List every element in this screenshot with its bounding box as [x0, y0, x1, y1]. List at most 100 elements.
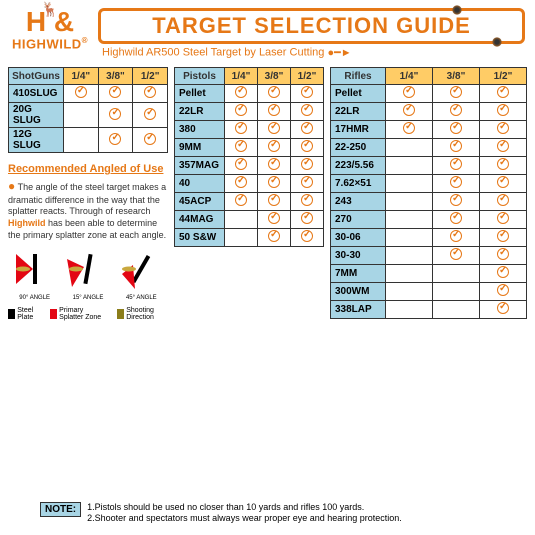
subtitle: Highwild AR500 Steel Target by Laser Cut… [98, 46, 525, 59]
table-cell [64, 85, 99, 103]
check-icon [497, 158, 509, 170]
table-cell [291, 193, 324, 211]
table-row-label: 40 [175, 175, 225, 193]
table-cell [225, 121, 258, 139]
right-column: Rifles1/4"3/8"1/2"Pellet22LR17HMR22-2502… [330, 67, 527, 321]
table-cell [225, 229, 258, 247]
table-cell [225, 157, 258, 175]
table-row-label: 22-250 [331, 139, 386, 157]
table-cell [291, 157, 324, 175]
check-icon [403, 86, 415, 98]
check-icon [268, 230, 280, 242]
table-cell [433, 247, 480, 265]
table-row-label: 338LAP [331, 301, 386, 319]
check-icon [497, 212, 509, 224]
check-icon [450, 194, 462, 206]
table-row-label: 20G SLUG [9, 103, 64, 128]
table-cell [480, 103, 527, 121]
check-icon [268, 104, 280, 116]
table-cell [225, 139, 258, 157]
check-icon [235, 122, 247, 134]
bullet-hole-icon [452, 5, 462, 15]
check-icon [144, 133, 156, 145]
table-cell [258, 211, 291, 229]
table-cell [480, 175, 527, 193]
table-cell [386, 283, 433, 301]
check-icon [497, 140, 509, 152]
table-cell [480, 85, 527, 103]
check-icon [109, 108, 121, 120]
content: ShotGuns1/4"3/8"1/2"410SLUG20G SLUG12G S… [0, 63, 535, 325]
check-icon [450, 158, 462, 170]
table-cell [291, 211, 324, 229]
table-cell [480, 265, 527, 283]
check-icon [268, 194, 280, 206]
angle-diagrams: 90° ANGLE 15° ANGLE 45° ANGLE [8, 249, 168, 301]
table-cell [291, 229, 324, 247]
table-cell [386, 301, 433, 319]
check-icon [497, 86, 509, 98]
table-cell [225, 85, 258, 103]
logo-brand-text: HIGHWILD® [10, 36, 90, 51]
table-cell [225, 103, 258, 121]
header: 🦌 H & HIGHWILD® TARGET SELECTION GUIDE H… [0, 0, 535, 63]
page-title: TARGET SELECTION GUIDE [109, 13, 514, 39]
check-icon [301, 230, 313, 242]
legend: Steel Plate Primary Splatter Zone Shooti… [8, 307, 168, 321]
table-cell [386, 103, 433, 121]
table-cell [386, 247, 433, 265]
check-icon [497, 194, 509, 206]
check-icon [497, 266, 509, 278]
left-column: ShotGuns1/4"3/8"1/2"410SLUG20G SLUG12G S… [8, 67, 168, 321]
table-cell [291, 121, 324, 139]
table-cell [433, 211, 480, 229]
table-cell [433, 283, 480, 301]
table-cell [225, 193, 258, 211]
table-cell [258, 175, 291, 193]
angle-90: 90° ANGLE [10, 249, 60, 301]
check-icon [497, 122, 509, 134]
table-cell [433, 301, 480, 319]
table-cell [433, 157, 480, 175]
table-cell [258, 193, 291, 211]
table-cell [480, 139, 527, 157]
table-cell [433, 121, 480, 139]
check-icon [301, 158, 313, 170]
check-icon [268, 158, 280, 170]
angle-45: 45° ANGLE [116, 249, 166, 301]
table-cell [433, 139, 480, 157]
title-banner: TARGET SELECTION GUIDE [98, 8, 525, 44]
table-row-label: 30-06 [331, 229, 386, 247]
legend-splatter: Primary Splatter Zone [50, 307, 109, 321]
check-icon [497, 230, 509, 242]
check-icon [301, 212, 313, 224]
table-row-label: 243 [331, 193, 386, 211]
check-icon [301, 140, 313, 152]
check-icon [301, 122, 313, 134]
table-row-label: 410SLUG [9, 85, 64, 103]
table-row-label: 7.62×51 [331, 175, 386, 193]
table-cell [291, 139, 324, 157]
table-cell [64, 128, 99, 153]
table-cell [480, 121, 527, 139]
check-icon [268, 176, 280, 188]
table-cell [386, 175, 433, 193]
check-icon [235, 140, 247, 152]
table-row-label: Pellet [331, 85, 386, 103]
table-row-label: 357MAG [175, 157, 225, 175]
check-icon [450, 212, 462, 224]
table-cell [98, 103, 133, 128]
table-cell [291, 85, 324, 103]
table-cell [64, 103, 99, 128]
check-icon [235, 176, 247, 188]
table-cell [433, 85, 480, 103]
check-icon [235, 194, 247, 206]
table-cell [291, 175, 324, 193]
table-cell [386, 121, 433, 139]
check-icon [144, 86, 156, 98]
check-icon [497, 248, 509, 260]
check-icon [403, 104, 415, 116]
table-cell [258, 139, 291, 157]
mid-column: Pistols1/4"3/8"1/2"Pellet22LR3809MM357MA… [174, 67, 324, 321]
table-cell [386, 265, 433, 283]
